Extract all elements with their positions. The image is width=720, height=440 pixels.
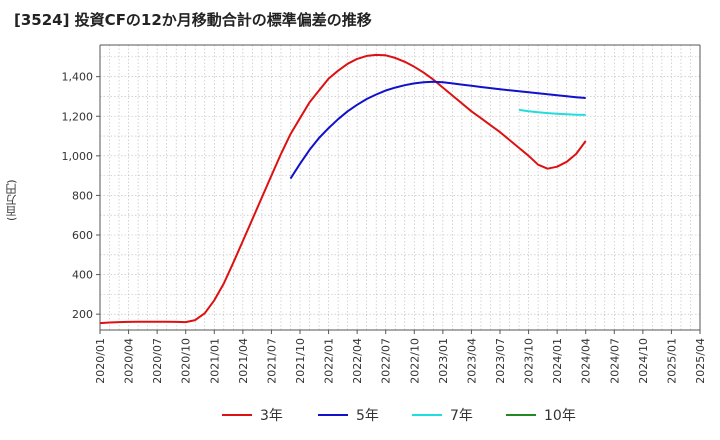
series-line-2 — [518, 108, 586, 116]
legend-item: 7年 — [412, 403, 473, 427]
chart-legend: 3年 5年 7年 10年 — [0, 403, 720, 427]
x-tick-label: 2022/10 — [408, 338, 421, 384]
y-tick-label: 1,400 — [62, 71, 94, 84]
chart-title: [3524] 投資CFの12か月移動合計の標準偏差の推移 — [14, 11, 372, 29]
x-tick-label: 2022/07 — [380, 338, 393, 384]
x-tick-label: 2023/10 — [523, 338, 536, 384]
x-tick-label: 2020/04 — [123, 338, 136, 384]
y-tick-label: 800 — [72, 189, 93, 202]
legend-item: 5年 — [318, 403, 379, 427]
x-tick-label: 2021/01 — [208, 338, 221, 384]
x-tick-label: 2022/04 — [351, 338, 364, 384]
x-tick-label: 2021/10 — [294, 338, 307, 384]
x-tick-label: 2025/04 — [694, 338, 707, 384]
series-line-0 — [99, 53, 587, 325]
x-tick-label: 2023/04 — [465, 338, 478, 384]
x-tick-label: 2023/01 — [437, 338, 450, 384]
x-tick-label: 2020/07 — [151, 338, 164, 384]
legend-label: 7年 — [450, 408, 473, 424]
x-tick-label: 2022/01 — [323, 338, 336, 384]
legend-label: 10年 — [544, 408, 576, 424]
y-tick-label: 1,000 — [62, 150, 94, 163]
legend-label: 5年 — [356, 408, 379, 424]
plot-area — [100, 45, 700, 330]
x-tick-label: 2024/07 — [608, 338, 621, 384]
legend-swatch — [412, 414, 442, 416]
y-tick-label: 200 — [72, 308, 93, 321]
legend-swatch — [318, 414, 348, 416]
x-tick-label: 2025/01 — [665, 338, 678, 384]
x-tick-label: 2021/07 — [265, 338, 278, 384]
x-tick-label: 2024/04 — [580, 338, 593, 384]
legend-item: 10年 — [506, 403, 576, 427]
legend-label: 3年 — [260, 408, 283, 424]
y-tick-label: 600 — [72, 229, 93, 242]
x-tick-label: 2021/04 — [237, 338, 250, 384]
x-tick-label: 2020/10 — [180, 338, 193, 384]
x-tick-label: 2020/01 — [94, 338, 107, 384]
x-tick-label: 2024/10 — [637, 338, 650, 384]
legend-item: 3年 — [222, 403, 283, 427]
legend-swatch — [506, 414, 536, 416]
y-tick-label: 400 — [72, 269, 93, 282]
legend-swatch — [222, 414, 252, 416]
y-tick-label: 1,200 — [62, 110, 94, 123]
x-tick-label: 2023/07 — [494, 338, 507, 384]
series-line-1 — [289, 80, 586, 180]
x-tick-label: 2024/01 — [551, 338, 564, 384]
